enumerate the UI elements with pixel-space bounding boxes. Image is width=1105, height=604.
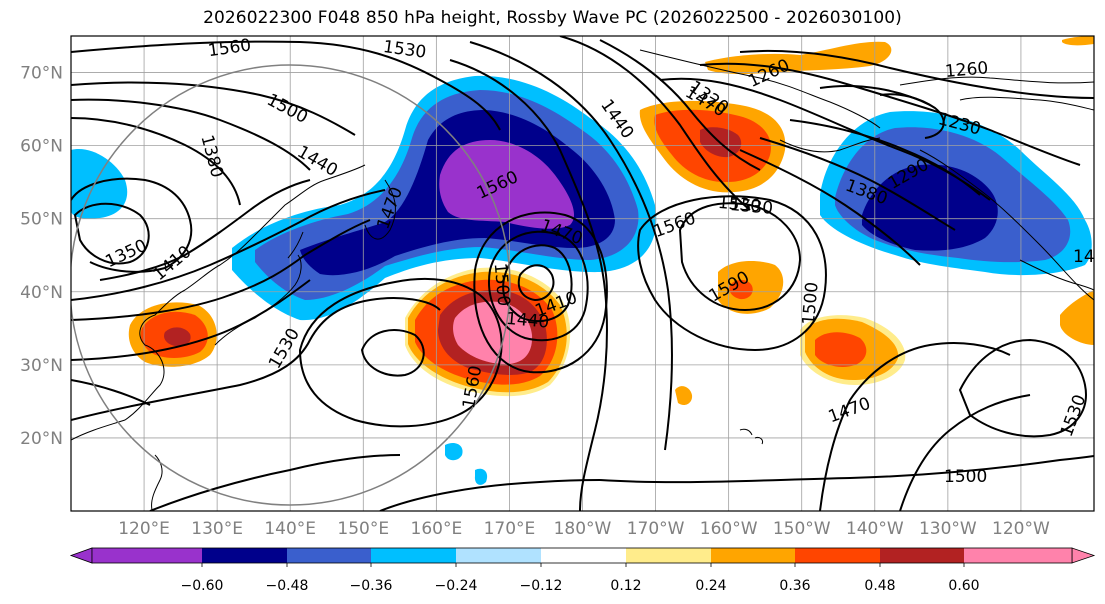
colorbar-segment [92, 548, 202, 563]
neg-anomaly-area [862, 164, 998, 251]
longitude-label: 130°W [919, 519, 977, 539]
contour-label: 1500 [490, 262, 514, 307]
map-content [71, 36, 1094, 511]
pos-anomaly-area [1062, 36, 1094, 46]
longitude-label: 120°E [118, 519, 170, 539]
neg-anomaly-area [445, 443, 463, 461]
colorbar-tick-label: 0.24 [695, 578, 726, 594]
colorbar-segment [202, 548, 287, 563]
latitude-labels: 70°N 60°N 50°N 40°N 30°N 20°N [20, 64, 63, 449]
contour-label: 1500 [799, 281, 823, 326]
coastlines [71, 49, 1094, 511]
longitude-label: 140°E [264, 519, 316, 539]
colorbar-segment [287, 548, 371, 563]
latitude-label: 20°N [20, 429, 63, 449]
longitude-label: 130°E [191, 519, 243, 539]
colorbar-tick-label: 0.60 [948, 578, 979, 594]
colorbar-tick-label: −0.12 [520, 578, 563, 594]
colorbar-segment [711, 548, 795, 563]
longitude-label: 120°W [992, 519, 1050, 539]
contour-label: 1530 [729, 195, 774, 219]
colorbar-tick-label: 0.36 [779, 578, 810, 594]
height-contours [71, 36, 1094, 511]
longitude-label: 150°W [773, 519, 831, 539]
pos-anomaly-area [1060, 290, 1094, 345]
colorbar-tick-label: −0.24 [435, 578, 478, 594]
longitude-label: 170°W [627, 519, 685, 539]
colorbar-tick-label: −0.48 [266, 578, 309, 594]
colorbar-extend-high [1071, 547, 1096, 564]
longitude-label: 160°W [700, 519, 758, 539]
pos-anomaly-area [675, 386, 693, 406]
pos-anomaly-area [815, 332, 867, 367]
map-frame [70, 35, 1095, 512]
pos-anomaly-area [729, 279, 753, 300]
colorbar-segment [880, 548, 964, 563]
colorbar [69, 547, 1096, 564]
longitude-label: 160°E [411, 519, 463, 539]
colorbar-segment [795, 548, 880, 563]
colorbar-tick-label: 0.48 [864, 578, 895, 594]
neg-anomaly-area [71, 149, 128, 219]
colorbar-extend-low [69, 547, 93, 564]
latitude-label: 50°N [20, 210, 63, 230]
longitude-label: 150°E [337, 519, 389, 539]
colorbar-segment [964, 548, 1072, 563]
colorbar-tick-label: 0.12 [610, 578, 641, 594]
range-circle [71, 64, 511, 506]
latitude-label: 30°N [20, 356, 63, 376]
neg-anomaly-area [474, 468, 488, 485]
colorbar-segment [456, 548, 541, 563]
contour-label: 1500 [944, 467, 987, 487]
longitude-label: 140°W [846, 519, 904, 539]
anomaly-shading [71, 36, 1094, 485]
contour-label: 1440 [505, 309, 550, 333]
contour-label: 1260 [944, 58, 989, 82]
colorbar-frame [91, 547, 1073, 564]
longitude-labels: 120°E 130°E 140°E 150°E 160°E 170°E 180°W 170°W… [118, 519, 1050, 539]
pos-anomaly-area [705, 41, 892, 74]
colorbar-segment [626, 548, 711, 563]
colorbar-tick-label: −0.60 [181, 578, 224, 594]
map-title: 2026022300 F048 850 hPa height, Rossby W… [203, 8, 902, 28]
latitude-label: 40°N [20, 283, 63, 303]
colorbar-tick-label: −0.36 [350, 578, 393, 594]
colorbar-tick-labels: −0.60 −0.48 −0.36 −0.24 −0.12 0.12 0.24 0.36 0.4… [181, 563, 980, 594]
pos-anomaly-area [453, 301, 533, 365]
colorbar-segment [541, 548, 626, 563]
latitude-label: 70°N [20, 64, 63, 84]
contour-label: 1530 [717, 193, 762, 217]
longitude-label: 170°E [484, 519, 536, 539]
latitude-label: 60°N [20, 137, 63, 157]
pos-anomaly-area [164, 327, 191, 347]
contour-label: 14 [1073, 247, 1095, 267]
colorbar-segment [371, 548, 456, 563]
longitude-label: 180°W [554, 519, 612, 539]
